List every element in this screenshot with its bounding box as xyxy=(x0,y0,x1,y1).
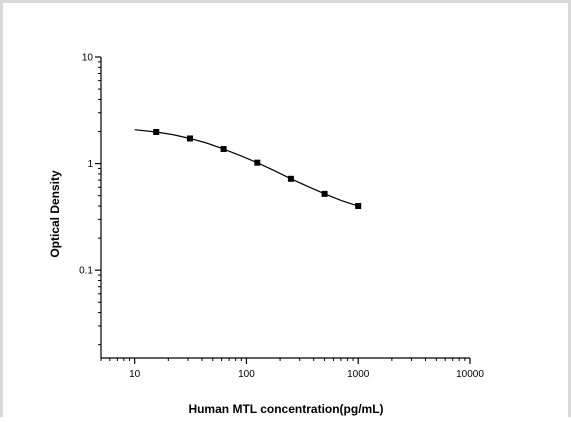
x-axis-title: Human MTL concentration(pg/mL) xyxy=(188,402,383,416)
outer-frame-top xyxy=(0,0,571,3)
data-point-marker xyxy=(186,135,193,142)
y-tick-label: 1 xyxy=(87,159,93,170)
outer-frame-right xyxy=(568,0,571,417)
data-point-marker xyxy=(153,128,160,135)
data-point-marker xyxy=(220,146,227,153)
outer-frame-left xyxy=(0,0,3,417)
ticks-group: 10 100 1000 10000 0.1 1 10 xyxy=(79,53,484,381)
data-point-marker xyxy=(254,159,261,166)
data-point-marker xyxy=(321,190,328,197)
y-axis-title: Optical Density xyxy=(48,170,62,258)
x-tick-label: 10 xyxy=(129,369,141,380)
y-tick-label: 0.1 xyxy=(79,266,93,277)
y-tick-label: 10 xyxy=(82,53,94,64)
data-point-marker xyxy=(355,203,362,210)
x-tick-label: 100 xyxy=(238,369,255,380)
x-tick-label: 1000 xyxy=(347,369,370,380)
x-tick-label: 10000 xyxy=(456,369,484,380)
data-point-marker xyxy=(287,175,294,182)
points-group xyxy=(153,128,362,210)
axes-group xyxy=(100,57,470,359)
